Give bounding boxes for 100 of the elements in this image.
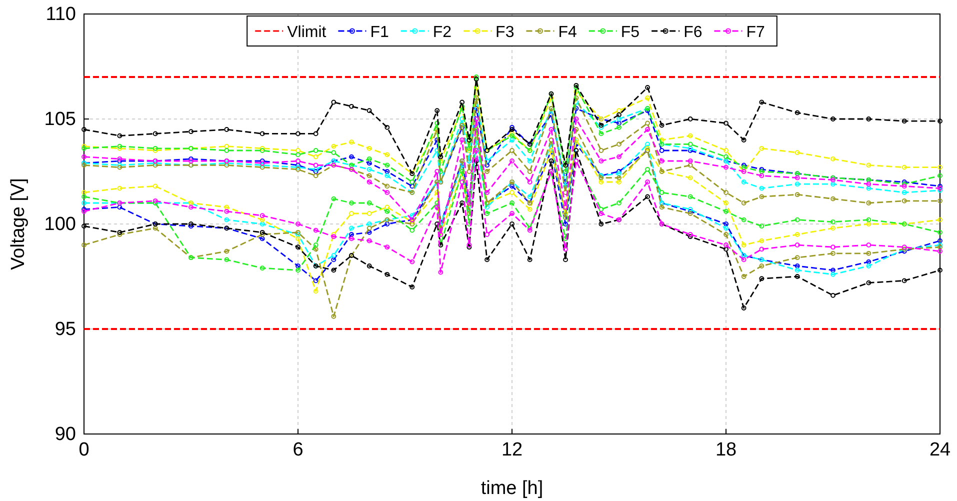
point [759, 276, 764, 282]
point [830, 116, 836, 122]
point [224, 148, 230, 153]
point [296, 148, 300, 153]
point [313, 154, 318, 160]
point [759, 186, 764, 191]
point [349, 232, 354, 237]
point [866, 280, 872, 286]
point [366, 211, 372, 216]
point [866, 242, 872, 248]
point [313, 162, 318, 168]
x-tick-label: 24 [929, 439, 951, 460]
point [794, 264, 800, 268]
point [474, 158, 479, 164]
point [616, 169, 622, 174]
point [563, 184, 568, 189]
point [759, 100, 764, 105]
point [759, 246, 764, 252]
point [152, 146, 158, 151]
point [152, 198, 158, 204]
point [331, 314, 336, 319]
point [645, 108, 650, 114]
point [902, 198, 907, 204]
point [794, 255, 800, 260]
point [224, 248, 230, 254]
point [331, 257, 336, 262]
point [938, 244, 942, 250]
y-axis-title: Voltage [V] [8, 178, 29, 270]
point [938, 242, 942, 248]
point [688, 175, 693, 180]
point [366, 230, 372, 235]
point [349, 200, 354, 206]
point [260, 236, 265, 242]
point [830, 292, 836, 298]
point [260, 232, 265, 237]
point [484, 169, 490, 174]
point [434, 120, 440, 126]
point [563, 211, 568, 216]
point [460, 180, 465, 184]
point [902, 118, 907, 124]
point [574, 148, 579, 153]
point [794, 274, 800, 279]
point [117, 133, 122, 138]
point [616, 180, 622, 184]
point [434, 190, 440, 195]
point [466, 138, 472, 142]
point [616, 154, 622, 160]
point [830, 182, 836, 187]
point [296, 131, 300, 136]
point [794, 192, 800, 198]
point [659, 158, 664, 164]
point [460, 138, 465, 142]
point [466, 244, 472, 250]
point [188, 158, 194, 164]
point [527, 180, 532, 184]
point [938, 217, 942, 222]
point [188, 129, 194, 134]
point [82, 190, 86, 195]
point [349, 226, 354, 231]
point [616, 200, 622, 206]
point [484, 162, 490, 168]
point [688, 194, 693, 200]
point [510, 222, 514, 226]
point [384, 190, 390, 195]
point [645, 194, 650, 200]
point [866, 162, 872, 168]
point [759, 173, 764, 178]
point [510, 190, 514, 195]
point [830, 226, 836, 231]
point [741, 257, 746, 262]
point [724, 120, 728, 126]
legend-label: F6 [684, 24, 702, 41]
point [902, 164, 907, 170]
point [659, 122, 664, 128]
point [410, 228, 415, 233]
point [296, 268, 300, 273]
point [645, 127, 650, 132]
point [313, 278, 318, 284]
point [349, 154, 354, 160]
point [866, 217, 872, 222]
point [434, 200, 440, 206]
point [366, 238, 372, 244]
point [741, 180, 746, 184]
point [188, 222, 194, 226]
point [527, 169, 532, 174]
point [548, 127, 554, 132]
point [598, 148, 604, 153]
y-tick-label: 105 [44, 109, 76, 130]
point [366, 264, 372, 268]
point [460, 104, 465, 109]
point [313, 131, 318, 136]
point [645, 85, 650, 90]
point [563, 180, 568, 184]
point [384, 173, 390, 178]
point [82, 224, 86, 229]
point [466, 148, 472, 153]
point [331, 150, 336, 156]
x-tick-label: 12 [501, 439, 523, 460]
point [349, 211, 354, 216]
point [527, 257, 532, 262]
